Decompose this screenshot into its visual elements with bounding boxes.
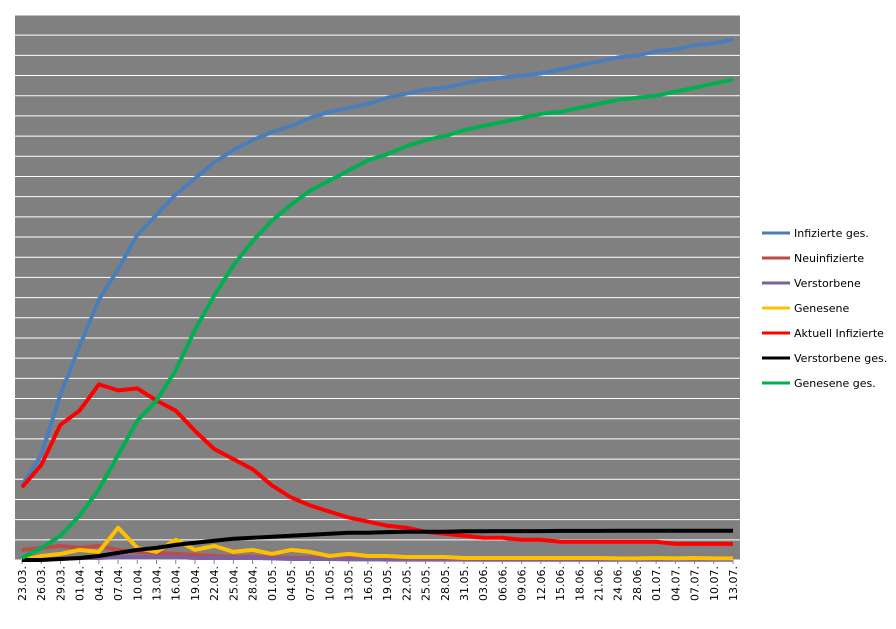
legend-label: Neuinfizierte: [794, 252, 864, 265]
plot-area: [15, 15, 740, 560]
x-tick-label: 09.06.: [516, 566, 529, 601]
legend-label: Infizierte ges.: [794, 227, 869, 240]
x-tick-label: 01.04.: [74, 566, 87, 601]
x-tick-label: 23.03.: [16, 566, 29, 601]
x-tick-label: 03.06.: [477, 566, 490, 601]
legend-label: Genesene ges.: [794, 377, 876, 390]
x-tick-label: 28.04.: [247, 566, 260, 601]
x-tick-label: 16.05.: [362, 566, 375, 601]
x-tick-label: 19.04.: [189, 566, 202, 601]
x-tick-label: 26.03.: [35, 566, 48, 601]
x-tick-label: 25.04.: [227, 566, 240, 601]
x-tick-label: 25.05.: [420, 566, 433, 601]
x-tick-label: 01.05.: [266, 566, 279, 601]
x-tick-label: 24.06.: [612, 566, 625, 601]
x-tick-label: 19.05.: [381, 566, 394, 601]
x-tick-label: 22.05.: [400, 566, 413, 601]
series-line: [20, 37, 734, 487]
series-line: [22, 528, 733, 562]
legend-label: Verstorbene ges.: [794, 352, 887, 365]
x-tick-label: 13.04.: [151, 566, 164, 601]
x-tick-label: 29.03.: [54, 566, 67, 601]
x-tick-label: 07.05.: [304, 566, 317, 601]
x-tick-label: 06.06.: [496, 566, 509, 601]
x-tick-label: 28.05.: [439, 566, 452, 601]
x-tick-label: 21.06.: [592, 566, 605, 601]
legend-label: Genesene: [794, 302, 850, 315]
x-tick-label: 22.04.: [208, 566, 221, 601]
x-tick-label: 01.07.: [650, 566, 663, 601]
x-tick-label: 28.06.: [631, 566, 644, 601]
x-tick-label: 04.07.: [669, 566, 682, 601]
x-tick-label: 12.06.: [535, 566, 548, 601]
series-line: [20, 382, 733, 546]
series-line: [21, 77, 734, 560]
x-tick-label: 07.07.: [689, 566, 702, 601]
x-tick-label: 18.06.: [573, 566, 586, 601]
x-tick-label: 07.04.: [112, 566, 125, 601]
x-tick-label: 31.05.: [458, 566, 471, 601]
x-tick-label: 13.05.: [343, 566, 356, 601]
legend-label: Verstorbene: [794, 277, 861, 290]
x-tick-label: 10.05.: [323, 566, 336, 601]
x-tick-label: 13.07.: [727, 566, 740, 601]
legend-label: Aktuell Infizierte: [794, 327, 884, 340]
x-tick-label: 04.04.: [93, 566, 106, 601]
x-tick-label: 10.07.: [708, 566, 721, 601]
x-tick-label: 15.06.: [554, 566, 567, 601]
x-tick-label: 16.04.: [170, 566, 183, 601]
x-tick-label: 04.05.: [285, 566, 298, 601]
x-tick-label: 10.04.: [131, 566, 144, 601]
